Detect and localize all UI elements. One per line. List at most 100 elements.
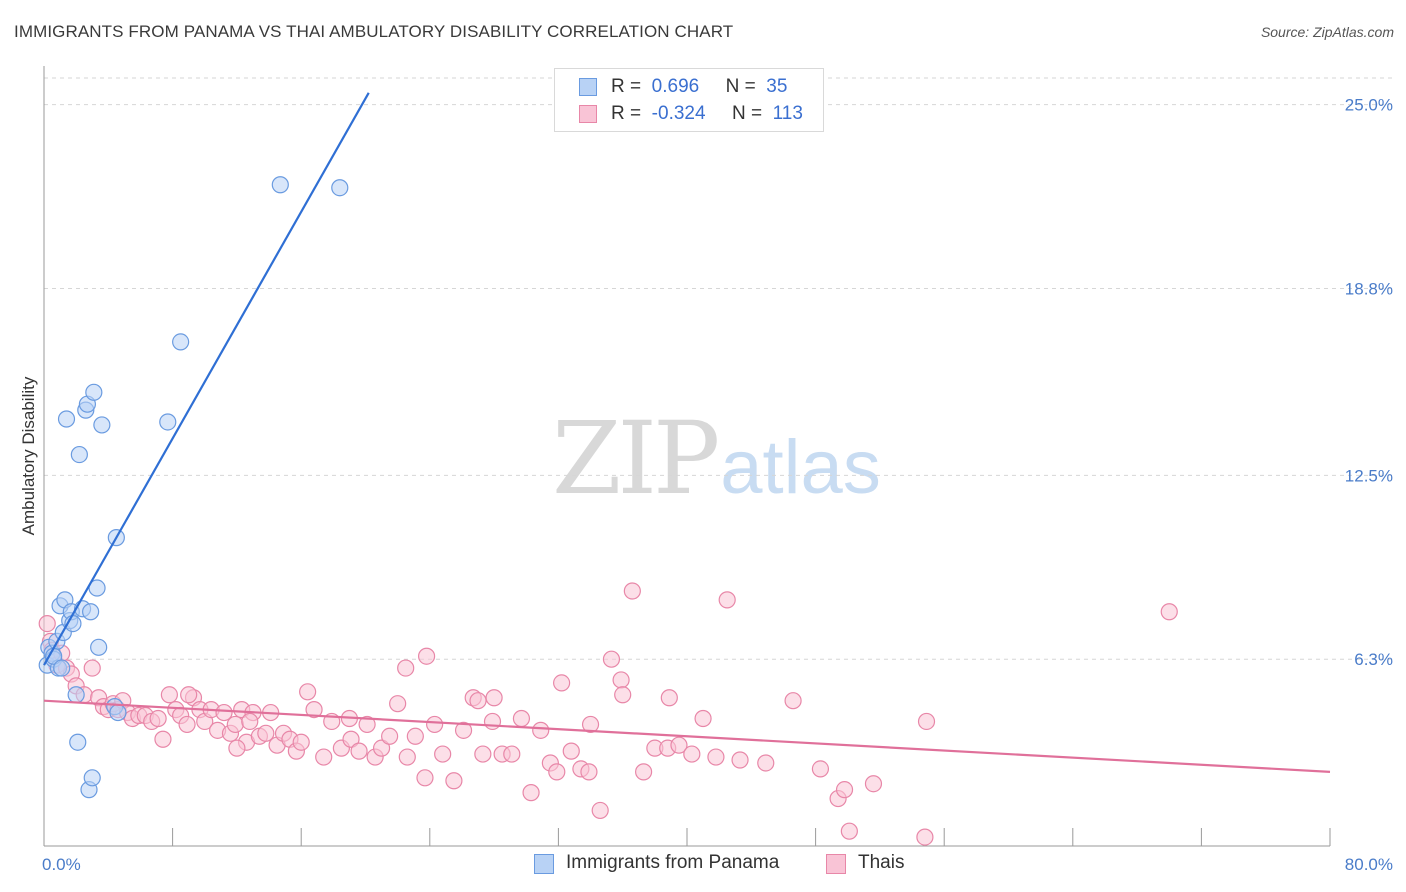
thai-point — [350, 742, 368, 760]
thai-point — [614, 686, 632, 704]
thai-point — [426, 715, 444, 734]
thai-point — [398, 748, 416, 766]
legend-r-label: R = — [611, 76, 642, 97]
thai-point — [257, 724, 275, 742]
correlation-legend: R = 0.696 N = 35 R = -0.324 N = 113 — [554, 68, 824, 132]
legend-stats-panama: R = 0.696 N = 35 — [611, 76, 787, 98]
x-tick-label: 80.0% — [1345, 855, 1393, 874]
thai-point — [299, 683, 317, 701]
thai-point — [835, 781, 854, 799]
panama-trend-line — [43, 92, 370, 666]
y-tick-label: 6.3% — [1354, 650, 1393, 669]
thai-points — [38, 582, 1178, 846]
legend-n-label: N = — [725, 76, 756, 97]
y-tick-label: 25.0% — [1345, 96, 1393, 115]
thai-point — [180, 686, 198, 704]
thai-point — [372, 739, 391, 757]
thai-point — [612, 671, 630, 689]
panama-point — [109, 703, 127, 722]
thai-trend-line — [43, 699, 1331, 773]
panama-point — [159, 413, 177, 431]
thai-point — [548, 763, 566, 781]
panama-point — [53, 659, 71, 677]
legend-r-value: 0.696 — [651, 76, 700, 97]
thai-point — [226, 715, 244, 734]
thai-point — [406, 727, 424, 745]
thai-point — [553, 674, 571, 692]
watermark: ZIPatlas — [552, 400, 881, 517]
watermark-zip: ZIP — [552, 400, 720, 517]
panama-point — [69, 733, 87, 751]
thai-point — [305, 700, 323, 719]
panama-point — [85, 383, 103, 401]
thai-point — [581, 715, 600, 734]
legend-n-value: 113 — [772, 103, 803, 124]
thai-point — [434, 745, 452, 763]
legend-swatch-thais — [579, 105, 597, 123]
legend-swatch-panama — [579, 78, 597, 96]
thai-point — [623, 582, 641, 600]
thai-point — [474, 745, 492, 763]
thai-point — [707, 748, 725, 766]
thai-point — [718, 591, 736, 609]
thai-point — [381, 727, 399, 745]
thai-point — [634, 763, 653, 781]
y-tick-label: 18.8% — [1345, 280, 1393, 299]
legend-r-label: R = — [611, 103, 642, 124]
thai-point — [683, 745, 701, 763]
thai-point — [445, 772, 463, 790]
thai-point — [757, 754, 775, 772]
trend-lines — [43, 92, 1331, 773]
thai-point — [160, 686, 178, 704]
thai-point — [469, 692, 487, 710]
thai-point — [454, 721, 473, 739]
thai-point — [292, 733, 310, 751]
bottom-legend-swatch-panama — [534, 854, 554, 874]
thai-point — [154, 730, 172, 748]
thai-point — [178, 715, 196, 734]
thai-point — [660, 689, 678, 707]
thai-point — [241, 712, 259, 731]
panama-point — [271, 176, 289, 194]
watermark-atlas: atlas — [720, 425, 881, 510]
thai-point — [917, 712, 936, 731]
panama-point — [90, 638, 108, 656]
thai-point — [731, 751, 749, 769]
x-tick-label: 0.0% — [42, 855, 81, 874]
thai-point — [483, 712, 502, 731]
bottom-legend-swatch-thais — [826, 854, 846, 874]
tick-labels: 6.3% 12.5% 18.8% 25.0% 0.0% 80.0% — [42, 96, 1393, 874]
thai-point — [503, 745, 521, 763]
thai-point — [602, 650, 621, 668]
legend-r-value: -0.324 — [651, 103, 706, 124]
thai-point — [149, 709, 167, 728]
thai-point — [694, 709, 712, 728]
thai-point — [342, 730, 360, 748]
source-credit: Source: ZipAtlas.com — [1260, 24, 1394, 40]
panama-point — [67, 686, 85, 704]
legend-stats-thais: R = -0.324 N = 113 — [611, 103, 803, 125]
panama-point — [88, 579, 106, 597]
thai-point — [416, 769, 434, 787]
thai-point — [315, 748, 333, 766]
panama-point — [83, 769, 101, 787]
thai-point — [83, 659, 101, 677]
bottom-legend-label-thais: Thais — [858, 852, 905, 873]
thai-point — [562, 742, 580, 760]
thai-point — [38, 615, 56, 633]
thai-point — [532, 721, 550, 739]
thai-point — [389, 695, 407, 713]
thai-point — [485, 689, 503, 707]
thai-point — [215, 703, 233, 722]
thai-point — [228, 739, 246, 757]
y-tick-label: 12.5% — [1345, 466, 1393, 485]
thai-point — [512, 709, 531, 728]
panama-point — [172, 333, 190, 351]
legend-n-label: N = — [731, 103, 763, 124]
thai-point — [580, 763, 598, 781]
panama-point — [57, 410, 76, 428]
panama-point — [331, 179, 349, 197]
panama-point — [93, 416, 111, 434]
thai-point — [784, 692, 802, 710]
